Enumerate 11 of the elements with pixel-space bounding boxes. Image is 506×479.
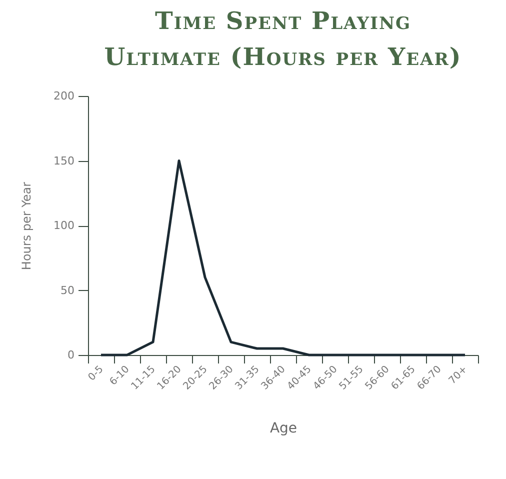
y-axis-title: Hours per Year	[20, 182, 34, 270]
chart-title: Time Spent Playing Ultimate (Hours per Year)	[104, 6, 462, 71]
y-tick-label: 150	[54, 154, 74, 168]
y-tick-label: 100	[54, 219, 74, 232]
y-tick-label: 50	[60, 284, 74, 297]
x-tick-label: 70+	[447, 364, 470, 387]
line-series	[100, 160, 466, 356]
y-tick-label: 200	[54, 90, 74, 102]
y-tick-label: 0	[68, 348, 74, 362]
x-axis-title: Age	[270, 420, 298, 437]
x-tick-label: 0-5	[86, 364, 106, 384]
